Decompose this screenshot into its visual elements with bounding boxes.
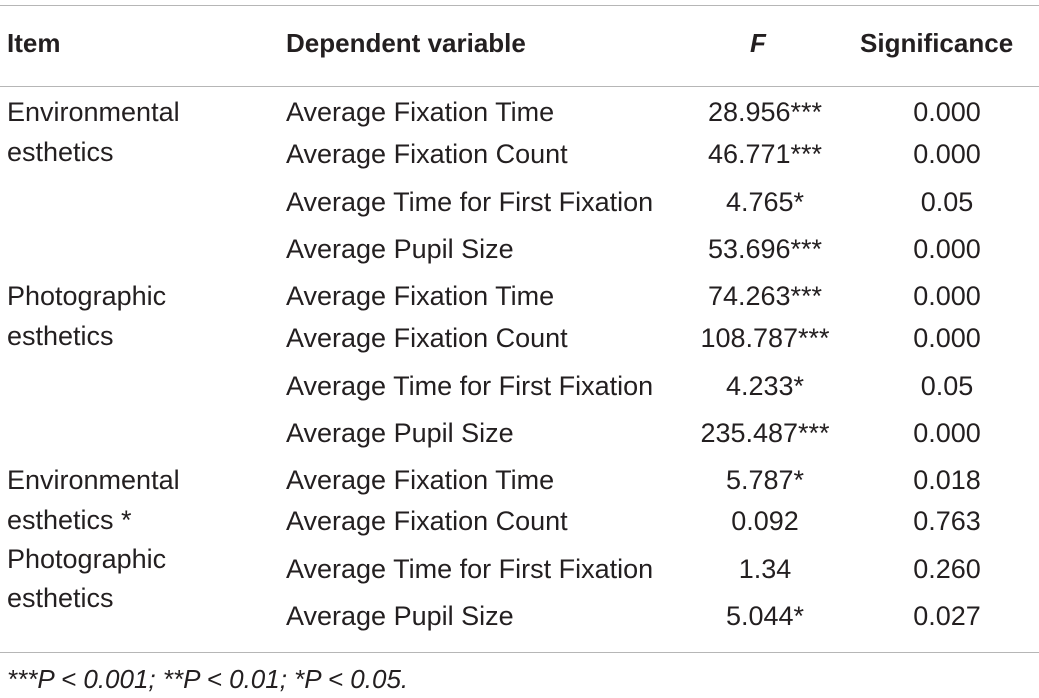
f-value-cell: 28.956*** <box>707 97 823 127</box>
dependent-variable-cell: Average Fixation Time <box>286 97 555 127</box>
significance-cell: 0.027 <box>913 601 981 631</box>
significance-cell: 0.260 <box>913 554 981 584</box>
f-value-cell: 46.771*** <box>707 139 823 169</box>
significance-cell: 0.05 <box>920 187 974 217</box>
f-value-cell: 4.233* <box>725 371 805 401</box>
significance-cell: 0.763 <box>913 506 981 536</box>
significance-cell: 0.018 <box>913 465 981 495</box>
significance-cell: 0.000 <box>913 234 981 264</box>
significance-cell: 0.000 <box>913 418 981 448</box>
f-value-cell: 4.765* <box>725 187 805 217</box>
significance-cell: 0.000 <box>913 323 981 353</box>
dependent-variable-cell: Average Fixation Count <box>286 506 568 536</box>
f-value-cell: 74.263*** <box>707 281 823 311</box>
header-dependent-variable: Dependent variable <box>286 28 526 58</box>
f-value-cell: 5.787* <box>725 465 805 495</box>
item-label-line: esthetics <box>7 137 114 167</box>
f-value-cell: 53.696*** <box>707 234 823 264</box>
f-value-cell: 235.487*** <box>700 418 830 448</box>
item-label-line: Photographic <box>7 544 167 574</box>
dependent-variable-cell: Average Fixation Time <box>286 465 555 495</box>
item-label-line: esthetics <box>7 321 114 351</box>
f-value-cell: 5.044* <box>725 601 805 631</box>
significance-cell: 0.05 <box>920 371 974 401</box>
dependent-variable-cell: Average Fixation Count <box>286 323 568 353</box>
table-top-rule <box>0 5 1039 6</box>
header-item: Item <box>7 28 61 58</box>
item-label-line: Photographic <box>7 281 167 311</box>
dependent-variable-cell: Average Pupil Size <box>286 234 514 264</box>
item-label-line: Environmental <box>7 465 180 495</box>
header-significance: Significance <box>860 28 1014 58</box>
f-value-cell: 0.092 <box>731 506 799 536</box>
dependent-variable-cell: Average Pupil Size <box>286 601 514 631</box>
table-footnote: ***P < 0.001; **P < 0.01; *P < 0.05. <box>7 664 409 694</box>
dependent-variable-cell: Average Time for First Fixation <box>286 187 654 217</box>
dependent-variable-cell: Average Time for First Fixation <box>286 554 654 584</box>
header-rule <box>0 86 1039 87</box>
dependent-variable-cell: Average Time for First Fixation <box>286 371 654 401</box>
item-label-line: esthetics * <box>7 505 132 535</box>
significance-cell: 0.000 <box>913 281 981 311</box>
header-f: F <box>750 28 766 58</box>
f-value-cell: 108.787*** <box>700 323 830 353</box>
item-label-line: Environmental <box>7 97 180 127</box>
significance-cell: 0.000 <box>913 139 981 169</box>
dependent-variable-cell: Average Fixation Count <box>286 139 568 169</box>
f-value-cell: 1.34 <box>738 554 792 584</box>
table-bottom-rule <box>0 652 1039 653</box>
item-label-line: esthetics <box>7 583 114 613</box>
dependent-variable-cell: Average Pupil Size <box>286 418 514 448</box>
dependent-variable-cell: Average Fixation Time <box>286 281 555 311</box>
significance-cell: 0.000 <box>913 97 981 127</box>
